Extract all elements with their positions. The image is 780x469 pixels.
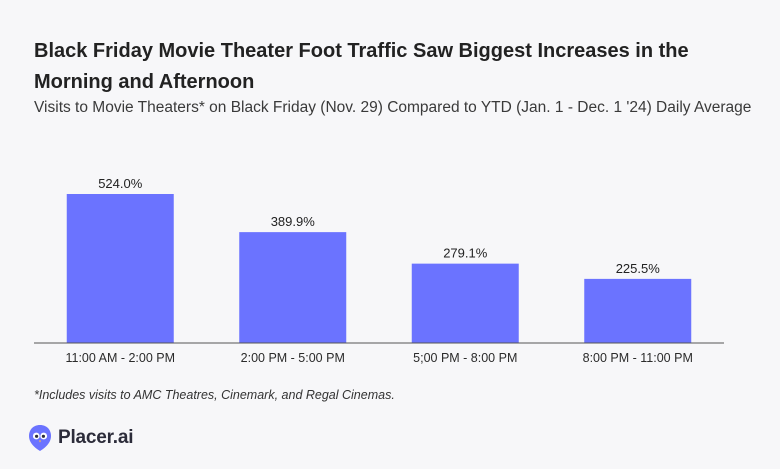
brand-logo[interactable]: Placer.ai [28,424,134,452]
x-tick-label-2: 5;00 PM - 8:00 PM [413,351,517,365]
chart-subtitle: Visits to Movie Theaters* on Black Frida… [34,99,752,116]
x-tick-label-1: 2:00 PM - 5:00 PM [241,351,345,365]
data-label-2: 279.1% [443,246,488,261]
bar-0 [66,194,174,343]
data-label-3: 225.5% [616,261,661,276]
bar-1 [239,232,347,343]
bar-3 [584,278,692,343]
x-tick-label-3: 8:00 PM - 11:00 PM [583,351,693,365]
data-label-0: 524.0% [98,176,143,191]
chart-title: Black Friday Movie Theater Foot Traffic … [34,40,689,93]
data-label-1: 389.9% [271,214,316,229]
x-tick-label-0: 11:00 AM - 2:00 PM [65,351,175,365]
brand-name: Placer.ai [58,427,134,448]
placer-owl-icon [29,425,51,451]
footnote: *Includes visits to AMC Theatres, Cinema… [34,388,395,402]
bar-2 [411,263,519,343]
